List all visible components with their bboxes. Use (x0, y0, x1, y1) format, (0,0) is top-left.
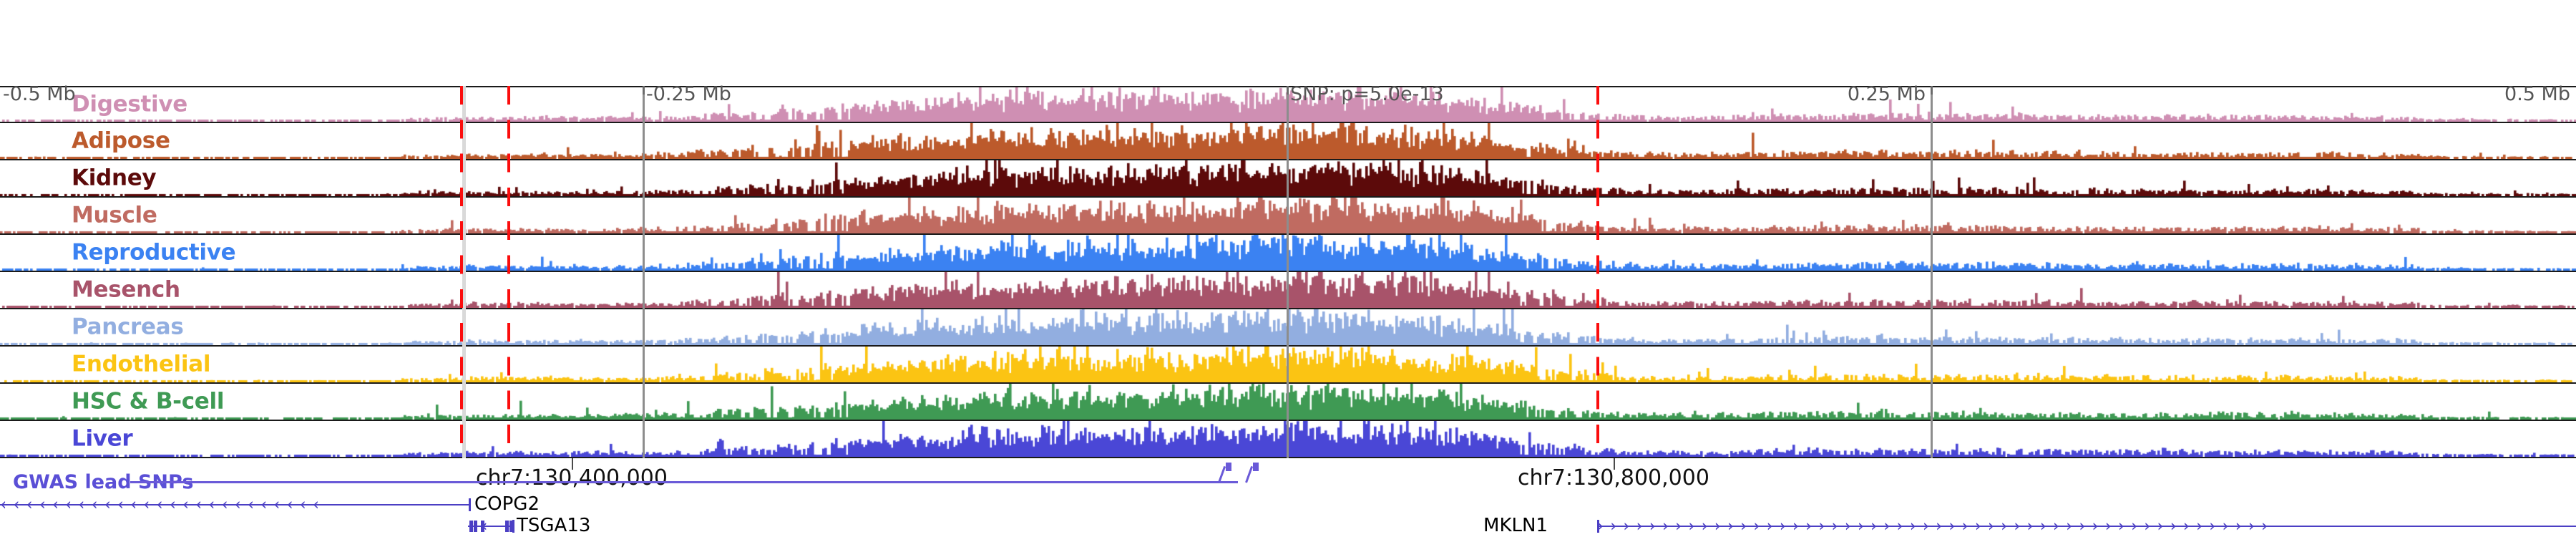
coordinate-tick-1 (1614, 458, 1616, 470)
track-row-adipose[interactable]: Adipose (0, 123, 2576, 160)
track-row-liver[interactable]: Liver (0, 421, 2576, 458)
gwas-snp-marker-1 (1226, 463, 1231, 471)
coordinate-label-0: chr7:130,400,000 (476, 465, 668, 490)
gene-exon-3 (505, 521, 509, 532)
track-row-muscle[interactable]: Muscle (0, 198, 2576, 235)
track-row-digestive[interactable]: Digestive (0, 86, 2576, 123)
coordinate-label-1: chr7:130,800,000 (1518, 465, 1709, 490)
track-row-reproductive[interactable]: Reproductive (0, 235, 2576, 272)
gwas-snp-marker-2 (1253, 463, 1259, 471)
gene-exon-4 (509, 521, 513, 532)
signal-profile-canvas (0, 160, 2576, 196)
signal-profile-canvas (0, 272, 2576, 308)
signal-profile-canvas (0, 235, 2576, 271)
gene-body-line (0, 504, 469, 506)
gene-name-label: COPG2 (474, 493, 540, 515)
gene-strand-arrows: ››››››››››››››››››››››››››››››››››››››››… (1597, 518, 2275, 535)
gene-exon-0 (469, 521, 473, 532)
gene-exon-2 (481, 521, 484, 532)
gene-name-label: MKLN1 (1483, 515, 1548, 536)
gene-tsga13[interactable]: ‹‹TSGA13 (0, 515, 2576, 536)
signal-profile-canvas (0, 87, 2576, 122)
gene-end-bar (469, 498, 471, 511)
signal-profile-canvas (0, 421, 2576, 457)
gene-copg2[interactable]: ‹‹‹‹‹‹‹‹‹‹‹‹‹‹‹‹‹‹‹‹‹‹‹‹‹ COPG2 (0, 493, 2576, 515)
gene-mkln1[interactable]: ››››››››››››››››››››››››››››››››››››››››… (0, 515, 2576, 536)
signal-profile-canvas (0, 123, 2576, 159)
track-row-pancreas[interactable]: Pancreas (0, 309, 2576, 347)
signal-profile-canvas (0, 309, 2576, 345)
signal-profile-canvas (0, 384, 2576, 420)
annotation-panel: chr7:130,400,000 chr7:130,800,000 GWAS le… (0, 458, 2576, 537)
gene-exon-1 (474, 521, 477, 532)
gene-strand-arrows: ‹‹‹‹‹‹‹‹‹‹‹‹‹‹‹‹‹‹‹‹‹‹‹‹‹ (0, 496, 326, 513)
coordinate-tick-0 (572, 458, 574, 470)
gene-end-bar (1597, 520, 1599, 533)
gene-name-label: TSGA13 (517, 515, 591, 536)
gene-end-bar (512, 520, 514, 533)
track-row-mesench[interactable]: Mesench (0, 272, 2576, 309)
signal-profile-canvas (0, 198, 2576, 233)
track-row-hsc-b-cell[interactable]: HSC & B-cell (0, 384, 2576, 421)
signal-tracks-panel: Digestive Adipose Kidney Muscle Reproductive… (0, 86, 2576, 458)
gwas-riser-2 (1245, 465, 1254, 483)
gene-body-line (1597, 526, 2576, 528)
track-row-endothelial[interactable]: Endothelial (0, 347, 2576, 384)
signal-profile-canvas (0, 347, 2576, 382)
track-row-kidney[interactable]: Kidney (0, 160, 2576, 198)
gene-body-line (468, 526, 512, 528)
gwas-lead-snps-line (130, 481, 1238, 484)
